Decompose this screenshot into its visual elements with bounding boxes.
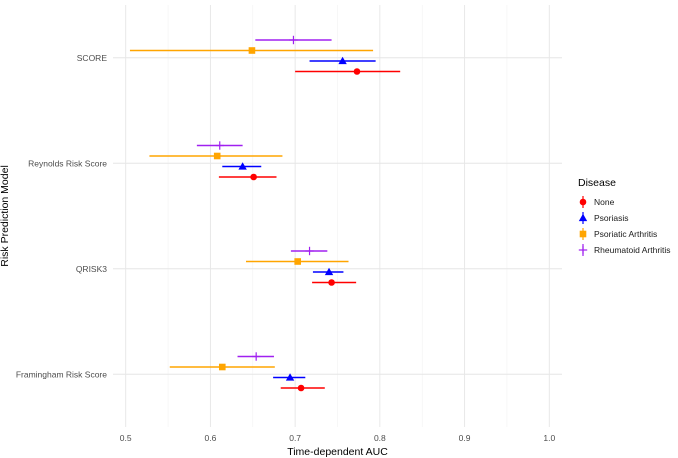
x-tick-labels: 0.5 0.6 0.7 0.8 0.9 1.0 (120, 433, 556, 443)
legend-item: None (579, 196, 615, 208)
legend-item: Psoriatic Arthritis (579, 228, 657, 240)
series-psoriasis (222, 56, 376, 381)
series-psoriatic-arthritis (129, 47, 374, 371)
legend-key-cross (578, 245, 588, 255)
point-estimate-square (294, 258, 301, 265)
grid-lines (113, 5, 562, 427)
point-estimate-square (248, 47, 256, 54)
point-estimate-circle (328, 279, 335, 286)
legend-item: Psoriasis (578, 212, 628, 224)
legend-label: Psoriatic Arthritis (594, 229, 657, 239)
legend-label: None (594, 197, 615, 207)
legend-key-square (579, 230, 587, 238)
point-estimate-triangle (324, 267, 334, 276)
x-tick-label: 0.7 (289, 433, 301, 443)
y-tick-labels: SCORE Reynolds Risk Score QRISK3 Framingham… (16, 53, 107, 380)
point-estimate-triangle (238, 162, 247, 170)
legend-label: Psoriasis (594, 213, 628, 223)
y-tick-label: SCORE (77, 53, 108, 63)
legend-item: Rheumatoid Arthritis (578, 244, 671, 256)
y-tick-label: Framingham Risk Score (16, 369, 107, 379)
y-tick-label: Reynolds Risk Score (28, 158, 107, 168)
x-tick-label: 1.0 (543, 433, 555, 443)
point-estimate-square (213, 152, 221, 160)
y-axis-title: Risk Prediction Model (0, 165, 11, 267)
x-axis-title: Time-dependent AUC (287, 446, 388, 458)
point-estimate-circle (250, 173, 257, 181)
point-estimate-cross (289, 35, 298, 45)
point-estimate-triangle (285, 373, 295, 381)
point-estimate-triangle (338, 56, 347, 65)
series-none (218, 68, 401, 392)
plot-marks (129, 35, 401, 392)
x-tick-label: 0.5 (120, 433, 132, 443)
x-tick-label: 0.6 (205, 433, 217, 443)
series-rheumatoid-arthritis (196, 35, 332, 361)
legend-title: Disease (578, 177, 616, 189)
point-estimate-cross (251, 352, 261, 361)
x-tick-label: 0.8 (374, 433, 386, 443)
legend-key-triangle (578, 213, 588, 222)
point-estimate-circle (353, 68, 361, 75)
point-estimate-cross (305, 246, 314, 256)
legend: Disease None Psoriasis Psoriatic Arthritis… (578, 177, 671, 256)
y-tick-label: QRISK3 (76, 264, 107, 274)
legend-key-circle (579, 198, 587, 206)
point-estimate-circle (297, 384, 305, 392)
x-tick-label: 0.9 (459, 433, 471, 443)
legend-label: Rheumatoid Arthritis (594, 245, 671, 255)
point-estimate-cross (215, 141, 224, 150)
point-estimate-square (218, 363, 226, 371)
